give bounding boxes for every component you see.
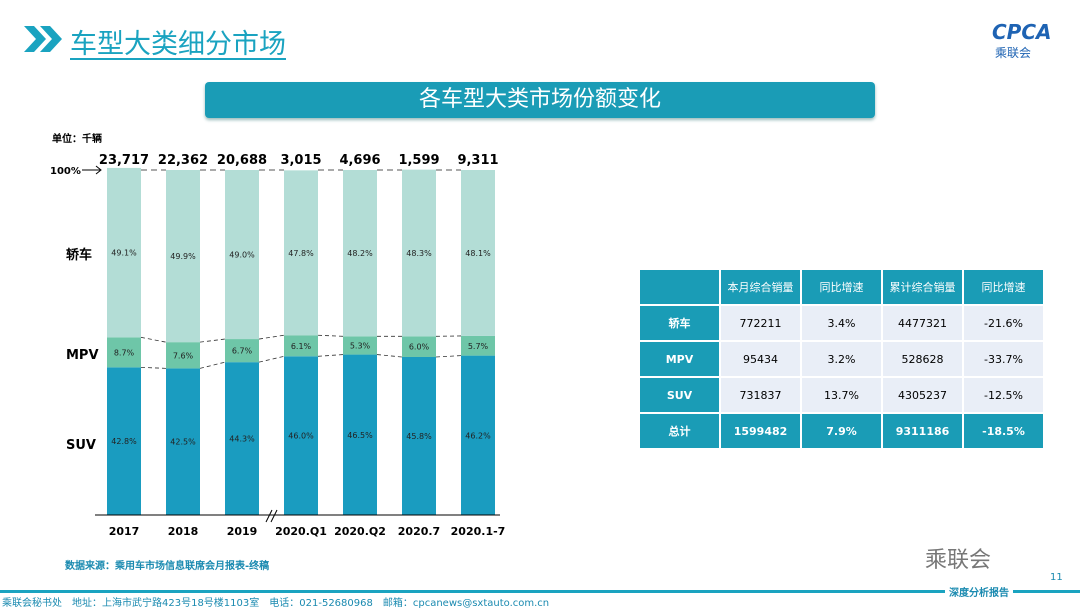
data-source: 数据来源：乘用车市场信息联席会月报表-终稿 <box>65 557 269 572</box>
table-cell: 1599482 <box>721 414 800 448</box>
table-cell: 3.4% <box>802 306 881 340</box>
x-tick-label: 2020.7 <box>398 525 440 538</box>
table-cell: 95434 <box>721 342 800 376</box>
total-label: 3,015 <box>280 153 321 168</box>
stacked-bar-chart: 42.8% 8.7% 49.1% 2017 23,717 42.5% 7.6% 49.9% 20… <box>0 140 560 550</box>
row-label: 轿车 <box>640 306 719 340</box>
footer-tag: 深度分析报告 <box>945 584 1013 599</box>
connector-line <box>200 362 225 368</box>
table-cell: 7.9% <box>802 414 881 448</box>
data-label: 6.7% <box>232 347 253 356</box>
table-header: 同比增速 <box>964 270 1043 304</box>
data-label: 44.3% <box>229 435 255 444</box>
table-cell: -18.5% <box>964 414 1043 448</box>
x-tick-label: 2018 <box>168 525 199 538</box>
row-label: MPV <box>640 342 719 376</box>
data-label: 7.6% <box>173 351 194 360</box>
table-cell: 4477321 <box>883 306 962 340</box>
table-cell: 13.7% <box>802 378 881 412</box>
series-label: 轿车 <box>66 247 92 263</box>
connector-line <box>377 355 402 357</box>
table-cell: -21.6% <box>964 306 1043 340</box>
axis-break-icon <box>266 510 277 522</box>
series-label: MPV <box>66 348 99 363</box>
y-top-label: 100% <box>50 166 81 177</box>
page-number: 11 <box>1050 572 1063 583</box>
data-label: 5.3% <box>350 341 371 350</box>
data-label: 49.0% <box>229 251 255 260</box>
connector-line <box>200 339 225 342</box>
total-label: 4,696 <box>339 153 380 168</box>
data-label: 48.1% <box>465 249 491 258</box>
footer-divider <box>0 590 1080 593</box>
table-cell: 9311186 <box>883 414 962 448</box>
x-tick-label: 2020.Q2 <box>334 525 386 538</box>
chevron-icon <box>22 24 66 54</box>
data-label: 6.0% <box>409 343 430 352</box>
data-label: 42.8% <box>111 437 137 446</box>
x-tick-label: 2019 <box>227 525 258 538</box>
row-label: 总计 <box>640 414 719 448</box>
connector-line <box>141 337 166 342</box>
connector-line <box>318 335 343 336</box>
connector-line <box>259 356 284 362</box>
total-label: 22,362 <box>158 153 208 168</box>
table-cell: 772211 <box>721 306 800 340</box>
total-label: 9,311 <box>457 153 498 168</box>
x-tick-label: 2020.Q1 <box>275 525 327 538</box>
footer-contact: 乘联会秘书处 地址：上海市武宁路423号18号楼1103室 电话：021-526… <box>2 594 549 609</box>
table-header <box>640 270 719 304</box>
data-label: 8.7% <box>114 348 135 357</box>
logo: CPCA <box>992 20 1052 44</box>
series-label: SUV <box>66 438 96 453</box>
data-label: 49.9% <box>170 252 196 261</box>
table-header: 本月综合销量 <box>721 270 800 304</box>
connector-line <box>318 355 343 357</box>
connector-line <box>259 335 284 339</box>
logo-sub: 乘联会 <box>995 44 1031 61</box>
data-label: 46.2% <box>465 431 491 440</box>
chart-banner: 各车型大类市场份额变化 <box>205 82 875 118</box>
table-cell: 731837 <box>721 378 800 412</box>
table-cell: 528628 <box>883 342 962 376</box>
data-label: 45.8% <box>406 432 432 441</box>
data-label: 42.5% <box>170 438 196 447</box>
table-header: 累计综合销量 <box>883 270 962 304</box>
table-cell: -33.7% <box>964 342 1043 376</box>
total-label: 23,717 <box>99 153 149 168</box>
data-label: 48.2% <box>347 249 373 258</box>
connector-line <box>436 356 461 357</box>
data-label: 5.7% <box>468 342 489 351</box>
wechat-watermark: 乘联会 <box>925 542 991 574</box>
page-title: 车型大类细分市场 <box>70 22 286 61</box>
total-label: 20,688 <box>217 153 267 168</box>
table-header: 同比增速 <box>802 270 881 304</box>
total-label: 1,599 <box>398 153 439 168</box>
arrow-icon <box>82 166 101 174</box>
data-label: 46.0% <box>288 432 314 441</box>
x-tick-label: 2017 <box>109 525 140 538</box>
data-label: 48.3% <box>406 249 432 258</box>
table-cell: 3.2% <box>802 342 881 376</box>
table-cell: -12.5% <box>964 378 1043 412</box>
data-label: 49.1% <box>111 249 137 258</box>
data-label: 6.1% <box>291 342 312 351</box>
x-tick-label: 2020.1-7 <box>451 525 506 538</box>
data-label: 46.5% <box>347 431 373 440</box>
table-header-row: 本月综合销量同比增速累计综合销量同比增速 <box>640 270 1043 304</box>
row-label: SUV <box>640 378 719 412</box>
connector-line <box>141 367 166 368</box>
data-label: 47.8% <box>288 249 314 258</box>
table-cell: 4305237 <box>883 378 962 412</box>
